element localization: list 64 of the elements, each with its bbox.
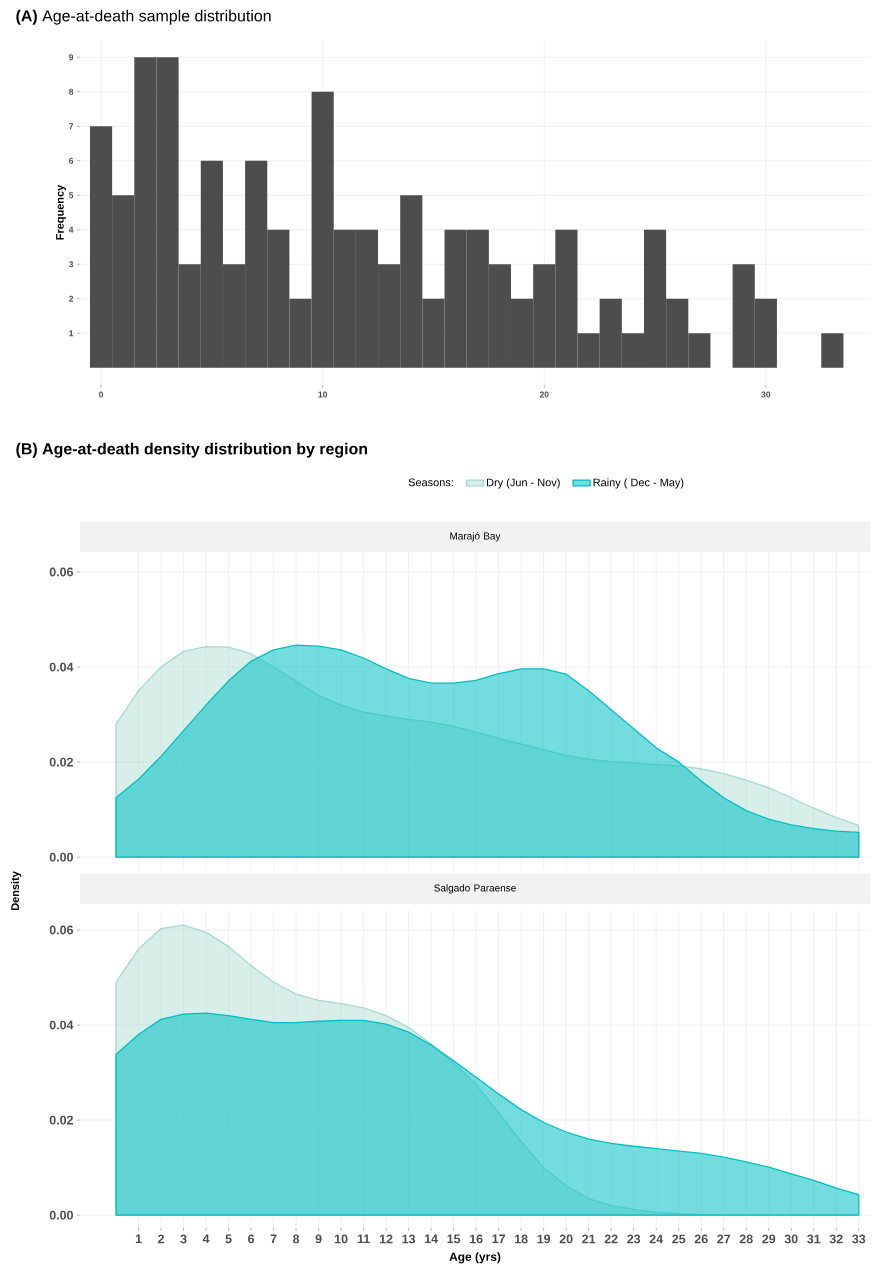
y-tick-label: 0.06 [49, 567, 74, 577]
x-tick-label: 0 [99, 391, 104, 398]
x-tick-label: 1 [135, 1234, 142, 1244]
y-tick-label: 7 [69, 123, 74, 130]
y-tick-label: 6 [69, 157, 74, 164]
x-tick-label: 27 [717, 1234, 731, 1244]
x-axis-title: Age (yrs) [449, 1252, 501, 1264]
x-tick-label: 30 [761, 391, 771, 398]
y-tick-label: 3 [68, 261, 74, 268]
x-tick-label: 32 [829, 1234, 843, 1244]
x-tick-label: 10 [318, 391, 328, 398]
x-tick-label: 20 [539, 391, 549, 398]
legend-label: Dry (Jun - Nov) [487, 478, 560, 489]
x-tick-label: 24 [649, 1234, 664, 1244]
x-tick-label: 8 [293, 1234, 300, 1244]
x-tick-label: 23 [627, 1234, 641, 1244]
chart-title: (A) Age-at-death sample distribution [16, 9, 271, 25]
chart-subtitle: Marajó Bay [450, 532, 501, 542]
y-tick-label: 0.06 [49, 925, 74, 935]
x-tick-label: 3 [180, 1234, 187, 1244]
x-tick-label: 29 [762, 1234, 776, 1244]
x-tick-label: 28 [739, 1234, 753, 1244]
x-tick-label: 4 [202, 1234, 210, 1244]
x-tick-label: 16 [469, 1234, 483, 1244]
x-tick-label: 26 [694, 1234, 708, 1244]
y-tick-label: 8 [69, 88, 74, 95]
y-tick-label: 0.04 [49, 1020, 74, 1030]
x-tick-label: 17 [492, 1234, 506, 1244]
x-tick-label: 30 [784, 1234, 798, 1244]
y-tick-label: 2 [69, 295, 74, 302]
y-tick-label: 9 [69, 54, 74, 61]
x-tick-label: 11 [357, 1234, 370, 1244]
y-axis-title: Density [10, 871, 22, 910]
x-tick-label: 5 [225, 1234, 232, 1244]
x-tick-label: 33 [852, 1234, 866, 1244]
x-tick-label: 10 [334, 1234, 348, 1244]
y-tick-label: 0.02 [49, 1115, 73, 1125]
x-tick-label: 9 [315, 1234, 322, 1244]
y-tick-label: 0.04 [49, 662, 74, 672]
x-tick-label: 20 [559, 1234, 573, 1244]
y-tick-label: 5 [69, 192, 74, 199]
x-tick-label: 19 [537, 1234, 551, 1244]
x-tick-label: 14 [424, 1234, 438, 1244]
x-tick-label: 13 [402, 1234, 416, 1244]
y-axis-title: Frequency [56, 184, 66, 240]
x-tick-label: 12 [379, 1234, 393, 1244]
x-tick-label: 2 [158, 1234, 164, 1244]
y-tick-label: 0.02 [49, 757, 73, 767]
legend-title: Seasons: [408, 478, 453, 487]
x-tick-label: 25 [672, 1234, 686, 1244]
chart-title: (B) Age-at-death density distribution by region [16, 442, 368, 458]
x-tick-label: 21 [582, 1234, 596, 1244]
legend-label: Rainy ( Dec - May) [593, 478, 684, 489]
x-tick-label: 7 [270, 1234, 277, 1244]
x-tick-label: 22 [604, 1234, 618, 1244]
y-tick-label: 0.00 [49, 852, 73, 862]
chart-title: Salgado Paraense [434, 884, 516, 894]
y-tick-label: 4 [68, 226, 74, 233]
x-tick-label: 15 [447, 1234, 461, 1244]
x-tick-label: 18 [515, 1234, 528, 1244]
x-tick-label: 6 [248, 1234, 255, 1244]
x-tick-label: 31 [807, 1234, 821, 1244]
y-tick-label: 1 [69, 330, 74, 337]
y-tick-label: 0.00 [49, 1210, 73, 1220]
